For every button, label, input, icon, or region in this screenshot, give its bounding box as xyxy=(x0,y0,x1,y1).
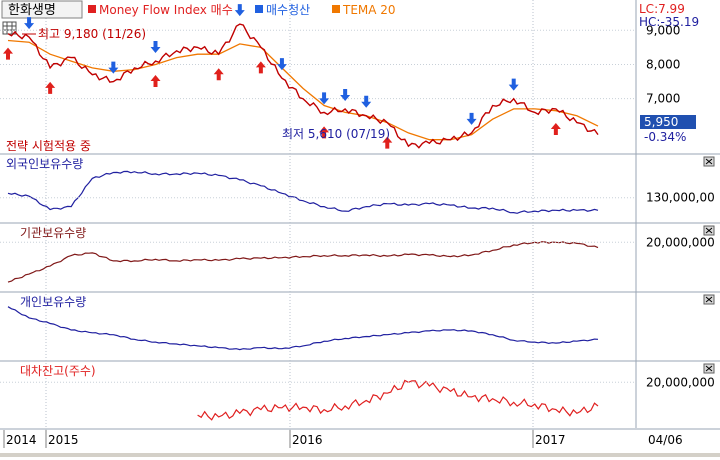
x-axis-label: 2014 xyxy=(6,433,37,447)
panel-ytick-label: 20,000,000 xyxy=(646,235,715,249)
strategy-label: 전략 시험적용 중 xyxy=(6,139,91,153)
hc-label: HC:-35.19 xyxy=(639,15,699,29)
x-axis-label: 2017 xyxy=(535,433,566,447)
sell-signal-arrow xyxy=(276,58,287,71)
loan-balance-line xyxy=(197,379,599,421)
x-axis-label: 04/06 xyxy=(648,433,683,447)
buy-signal-arrow xyxy=(550,122,561,135)
close-panel-icon[interactable] xyxy=(703,156,715,167)
close-panel-icon[interactable] xyxy=(703,363,715,374)
stock-name: 한화생명 xyxy=(8,3,56,18)
legend-swatch-mfi xyxy=(88,5,96,13)
sell-signal-arrow xyxy=(234,4,245,17)
x-axis-label: 2015 xyxy=(48,433,79,447)
stock-name-box[interactable] xyxy=(1,0,83,19)
buy-signal-arrow xyxy=(319,126,330,139)
legend-swatch-exit xyxy=(255,5,263,13)
buy-signal-arrow xyxy=(255,61,266,74)
institution-holdings-title: 기관보유수량 xyxy=(20,226,86,240)
current-price: 5,950 xyxy=(644,115,678,129)
tema-20-line xyxy=(7,39,599,141)
price-ytick-label: 7,000 xyxy=(646,92,680,106)
panel-ytick-label: 130,000,00 xyxy=(646,191,715,205)
legend-tema[interactable]: TEMA 20 xyxy=(342,3,396,17)
individual-holdings-line xyxy=(7,306,599,351)
foreign-holdings-line xyxy=(7,170,599,214)
sell-signal-arrow xyxy=(508,78,519,91)
buy-signal-arrow xyxy=(3,47,13,60)
foreign-holdings-title: 외국인보유수량 xyxy=(6,157,83,171)
legend-exit[interactable]: 매수청산 xyxy=(266,3,310,17)
legend-swatch-tema xyxy=(332,5,340,13)
loan-balance-title: 대차잔고(주수) xyxy=(20,364,96,378)
sell-signal-arrow xyxy=(361,95,372,108)
scrollbar-track[interactable] xyxy=(0,453,720,457)
low-annotation: 최저 5,610 (07/19) xyxy=(282,127,390,141)
sell-signal-arrow xyxy=(24,17,35,30)
price-ytick-label: 9,000 xyxy=(646,23,680,37)
sell-signal-arrow xyxy=(466,112,477,125)
panel-ytick-label: 20,000,000 xyxy=(646,375,715,389)
legend-mfi[interactable]: Money Flow Index 매수 xyxy=(99,3,233,17)
buy-signal-arrow xyxy=(150,75,161,88)
lc-label: LC:7.99 xyxy=(639,2,685,16)
sell-signal-arrow xyxy=(150,41,161,54)
buy-signal-arrow xyxy=(45,81,56,94)
individual-holdings-title: 개인보유수량 xyxy=(20,295,86,309)
x-axis-bar xyxy=(0,430,636,457)
sell-signal-arrow xyxy=(108,61,119,74)
sell-signal-arrow xyxy=(340,88,351,101)
current-price-box xyxy=(640,115,696,129)
current-change: -0.34% xyxy=(644,130,686,144)
close-panel-icon[interactable] xyxy=(703,294,715,305)
buy-signal-arrow xyxy=(382,136,393,149)
high-annotation: 최고 9,180 (11/26) xyxy=(38,27,146,41)
sell-signal-arrow xyxy=(319,92,330,105)
x-axis-label: 2016 xyxy=(292,433,323,447)
buy-signal-arrow xyxy=(213,68,224,81)
institution-holdings-line xyxy=(7,241,599,283)
close-panel-icon[interactable] xyxy=(703,225,715,236)
price-ytick-label: 8,000 xyxy=(646,57,680,71)
price-line xyxy=(7,23,599,149)
